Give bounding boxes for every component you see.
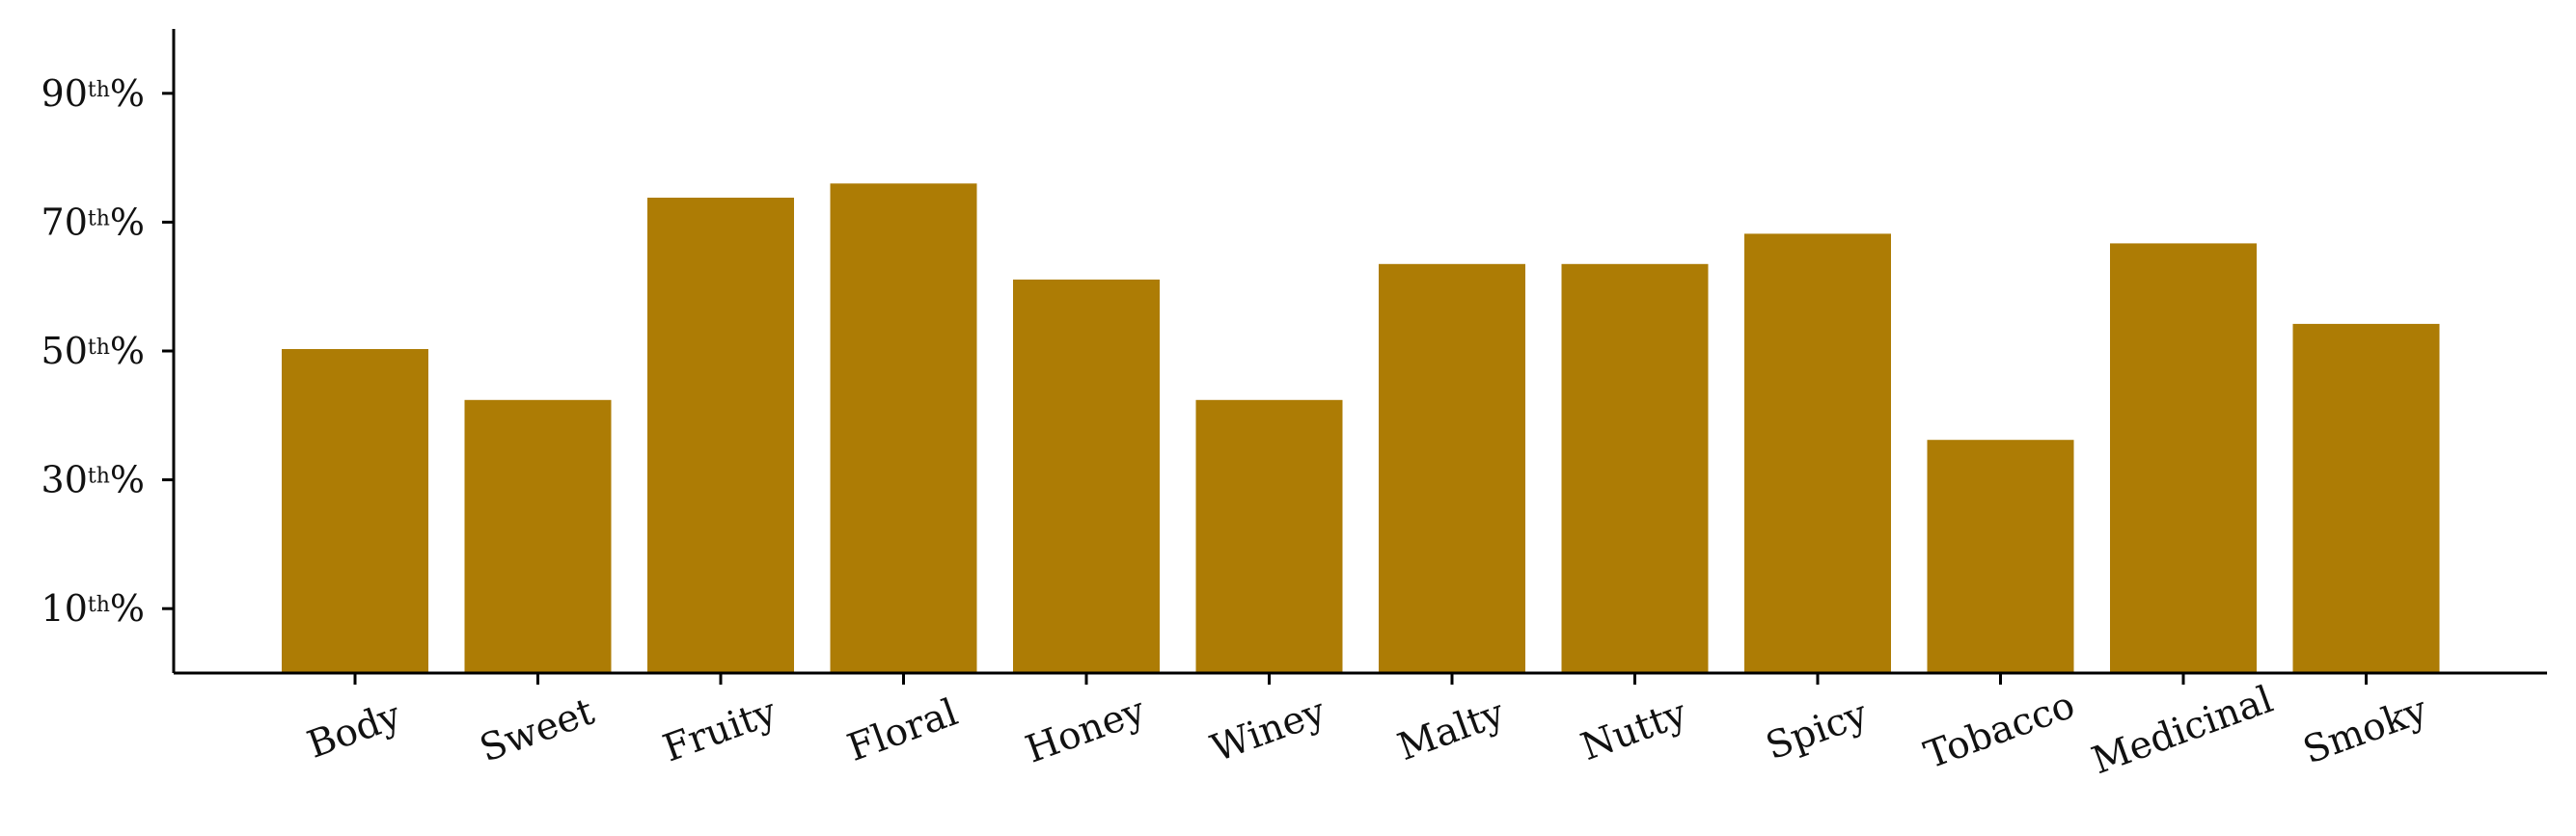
bar-sweet [464,399,612,673]
bar-floral [830,183,977,674]
bar-spicy [1744,233,1891,673]
x-tick-label: Medicinal [2087,678,2279,783]
y-tick-label: 50th% [41,330,145,372]
bar-medicinal [2110,243,2257,673]
bar-body [282,349,428,673]
x-tick-label: Body [302,694,407,768]
x-tick-label: Honey [1020,689,1150,772]
x-tick-label: Sweet [475,690,600,771]
y-ticks: 10th% 30th% 50th% 70th% 90th% [41,72,174,630]
x-tick-label: Tobacco [1919,684,2080,778]
y-tick-label: 70th% [41,201,145,243]
bar-malty [1379,263,1525,673]
x-tick-label: Smoky [2298,688,2433,773]
x-tick-label: Spicy [1761,692,1874,769]
x-ticks: Body Sweet Fruity Floral Honey Winey Malty Nutt… [302,673,2433,783]
bar-fruity [647,198,794,673]
bars-group [282,183,2440,674]
x-tick-label: Floral [842,690,964,769]
y-tick-label: 30th% [41,459,145,501]
x-tick-label: Winey [1206,690,1331,771]
y-tick-label: 90th% [41,72,145,115]
bar-honey [1013,279,1160,673]
x-tick-label: Nutty [1576,691,1692,769]
y-tick-label: 10th% [41,587,145,630]
bar-smoky [2292,323,2440,673]
x-tick-label: Malty [1392,691,1510,769]
bar-winey [1195,399,1343,673]
bar-nutty [1561,263,1709,673]
y-axis: 10th% 30th% 50th% 70th% 90th% [41,29,176,673]
x-tick-label: Fruity [658,690,782,771]
bar-tobacco [1927,440,2074,673]
x-axis: Body Sweet Fruity Floral Honey Winey Malty Nutt… [174,671,2547,783]
